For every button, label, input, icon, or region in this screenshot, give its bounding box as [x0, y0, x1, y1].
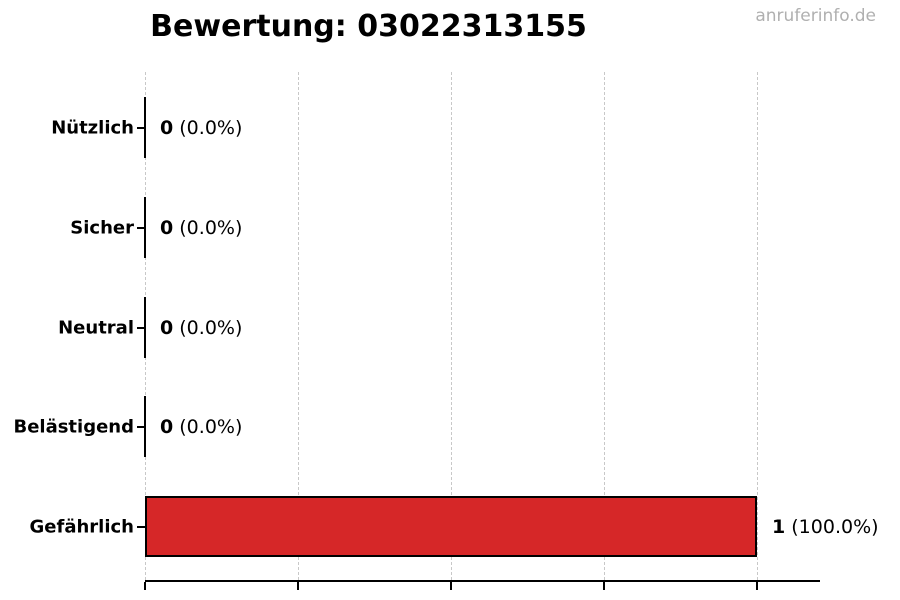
x-axis-tick — [756, 582, 758, 590]
category-label-1: Nützlich — [51, 117, 134, 139]
value-count: 0 — [160, 416, 174, 438]
category-label-4: Belästigend — [13, 416, 134, 438]
x-axis-tick — [450, 582, 452, 590]
value-label-nützlich: 0 (0.0%) — [160, 117, 242, 139]
value-percent: (0.0%) — [173, 117, 243, 139]
value-label-sicher: 0 (0.0%) — [160, 217, 242, 239]
value-label-belästigend: 0 (0.0%) — [160, 416, 242, 438]
x-axis-tick — [603, 582, 605, 590]
bar-gefährlich — [145, 496, 757, 557]
value-count: 0 — [160, 317, 174, 339]
watermark-anruferinfo: anruferinfo.de — [755, 6, 876, 26]
zero-bar-sicher — [144, 197, 146, 258]
gridline — [451, 72, 452, 580]
chart-title: Bewertung: 03022313155 — [150, 9, 587, 44]
zero-bar-belästigend — [144, 396, 146, 457]
value-percent: (0.0%) — [173, 317, 243, 339]
category-label-3: Neutral — [58, 317, 134, 339]
category-label-2: Sicher — [70, 217, 134, 239]
gridline — [298, 72, 299, 580]
value-count: 1 — [772, 516, 786, 538]
value-count: 0 — [160, 117, 174, 139]
y-axis-tick — [137, 327, 145, 329]
gridline — [604, 72, 605, 580]
value-percent: (100.0%) — [785, 516, 879, 538]
plot-area — [137, 72, 820, 590]
y-axis-tick — [137, 426, 145, 428]
value-count: 0 — [160, 217, 174, 239]
x-axis-tick — [144, 582, 146, 590]
zero-bar-nützlich — [144, 97, 146, 158]
value-percent: (0.0%) — [173, 217, 243, 239]
y-axis-tick — [137, 227, 145, 229]
value-label-gefährlich: 1 (100.0%) — [772, 516, 879, 538]
x-axis-tick — [297, 582, 299, 590]
zero-bar-neutral — [144, 297, 146, 358]
value-label-neutral: 0 (0.0%) — [160, 317, 242, 339]
y-axis-tick — [137, 526, 145, 528]
gridline — [757, 72, 758, 580]
y-axis-tick — [137, 127, 145, 129]
value-percent: (0.0%) — [173, 416, 243, 438]
category-label-5: Gefährlich — [29, 516, 134, 538]
